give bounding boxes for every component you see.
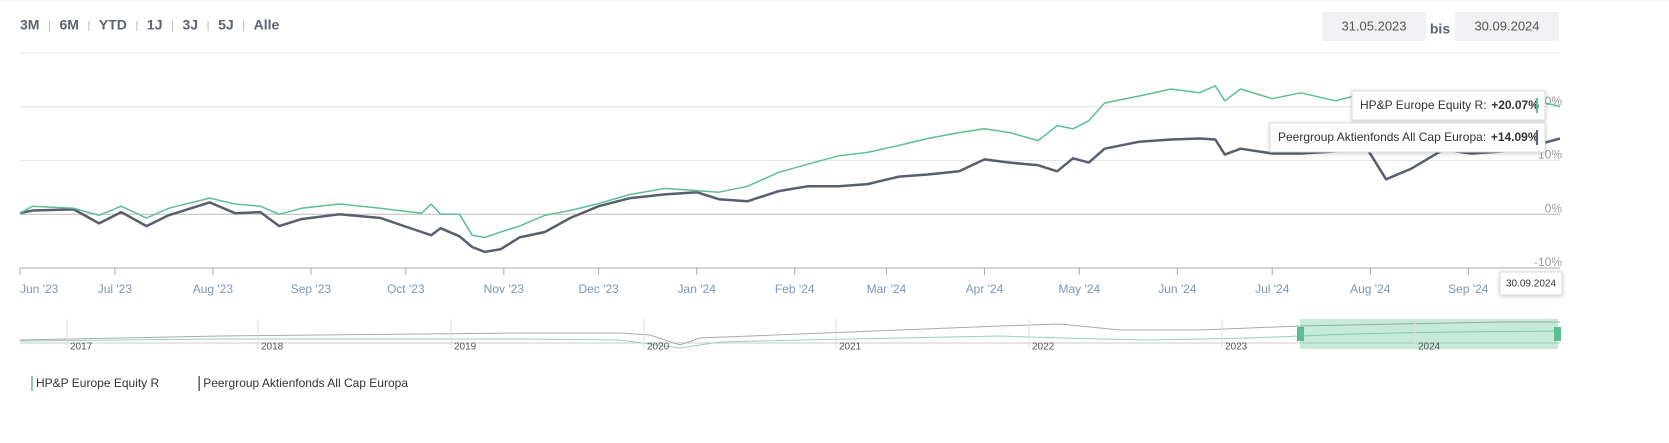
x-tick-label: Aug '23 xyxy=(193,282,234,296)
series-line xyxy=(19,137,1561,254)
tooltip-value: +20.07% xyxy=(1491,98,1539,112)
range-button[interactable]: 3J xyxy=(182,17,198,33)
navigator-handle[interactable] xyxy=(1297,327,1304,341)
x-tick-label: Mar '24 xyxy=(867,282,907,296)
x-tick-label: Sep '24 xyxy=(1448,282,1489,296)
tooltip-box xyxy=(1269,122,1546,153)
x-tick-label: Jul '23 xyxy=(98,282,133,296)
x-tick-label: Aug '24 xyxy=(1350,282,1391,296)
x-tick-label: Jan '24 xyxy=(678,282,717,296)
date-from-box[interactable] xyxy=(1322,12,1426,41)
tooltip-date: 30.09.2024 xyxy=(1506,279,1556,290)
series-line xyxy=(19,85,1561,239)
tooltip-colon: : xyxy=(1483,130,1486,144)
x-tick-label: Jun '24 xyxy=(1158,282,1197,296)
navigator-year: 2021 xyxy=(839,342,862,353)
navigator-year: 2018 xyxy=(261,342,284,353)
range-button[interactable]: 5J xyxy=(218,17,234,33)
series-lines xyxy=(19,85,1561,254)
range-button[interactable]: 3M xyxy=(20,17,39,33)
date-from[interactable]: 31.05.2023 xyxy=(1341,18,1406,33)
navigator-selection[interactable] xyxy=(1300,319,1558,349)
range-button[interactable]: YTD xyxy=(99,17,127,33)
navigator-year: 2023 xyxy=(1225,342,1248,353)
range-button[interactable]: 1J xyxy=(147,17,163,33)
date-to[interactable]: 30.09.2024 xyxy=(1474,18,1539,33)
tooltip-name: HP&P Europe Equity R xyxy=(1360,98,1484,112)
y-tick-label: 0% xyxy=(1545,201,1563,215)
grid: -10%0%10%20% xyxy=(20,94,1562,269)
navigator-line-gray xyxy=(19,321,1560,346)
legend-label[interactable]: HP&P Europe Equity R xyxy=(36,376,160,390)
navigator-year: 2024 xyxy=(1418,342,1441,353)
x-tick-label: Jul '24 xyxy=(1255,282,1290,296)
tooltip-box xyxy=(1351,90,1546,121)
x-axis-ticks: Jun '23 Jul '23 Aug '23 Sep '23 Oct '23 Nov '… xyxy=(19,268,1489,296)
x-tick-label: Jun '23 xyxy=(20,282,59,296)
y-tick-label: -10% xyxy=(1534,255,1562,269)
navigator-year: 2019 xyxy=(454,342,477,353)
legend[interactable]: HP&P Europe Equity R Peergroup Aktienfond… xyxy=(31,376,408,391)
range-button[interactable]: 6M xyxy=(59,17,78,33)
legend-label[interactable]: Peergroup Aktienfonds All Cap Europa xyxy=(203,376,408,390)
date-separator: bis xyxy=(1430,21,1450,37)
navigator-year: 2022 xyxy=(1032,342,1055,353)
x-tick-label: Dec '23 xyxy=(579,282,620,296)
navigator[interactable]: 2017 2018 2019 2020 2021 2022 2023 2024 xyxy=(19,319,1561,353)
tooltip-colon: : xyxy=(1483,98,1486,112)
x-tick-label: May '24 xyxy=(1059,282,1101,296)
x-tick-label: Nov '23 xyxy=(484,282,525,296)
x-tick-label: Oct '23 xyxy=(387,282,425,296)
tooltip-name: Peergroup Aktienfonds All Cap Europa xyxy=(1278,130,1483,144)
x-tick-label: Apr '24 xyxy=(966,282,1004,296)
navigator-handle[interactable] xyxy=(1554,327,1561,341)
x-tick-label: Sep '23 xyxy=(291,282,332,296)
x-tick-label: Feb '24 xyxy=(775,282,815,296)
navigator-year: 2020 xyxy=(647,342,670,353)
range-buttons: 3M 6M YTD 1J 3J 5J Alle xyxy=(20,17,280,33)
date-to-box[interactable] xyxy=(1455,12,1559,41)
tooltip: HP&P Europe Equity R +20.07%:Peergroup Ak… xyxy=(1269,90,1563,296)
navigator-line-green xyxy=(19,330,1561,349)
navigator-year: 2017 xyxy=(70,342,93,353)
range-button[interactable]: Alle xyxy=(254,17,280,33)
tooltip-date-box xyxy=(1499,271,1563,296)
tooltip-value: +14.09% xyxy=(1491,130,1539,144)
